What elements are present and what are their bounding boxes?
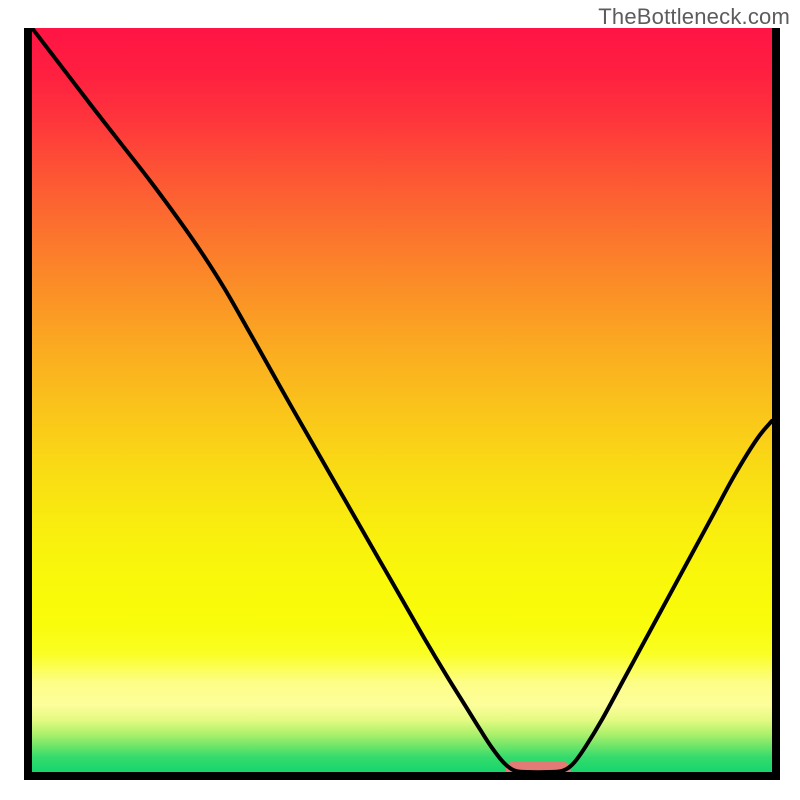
axis-left [24,28,32,780]
axis-bottom [24,772,780,780]
axis-right [772,28,780,780]
plot-area [32,28,772,772]
gradient-background [32,28,772,772]
watermark-label: TheBottleneck.com [598,4,790,30]
chart-root: TheBottleneck.com [0,0,800,800]
